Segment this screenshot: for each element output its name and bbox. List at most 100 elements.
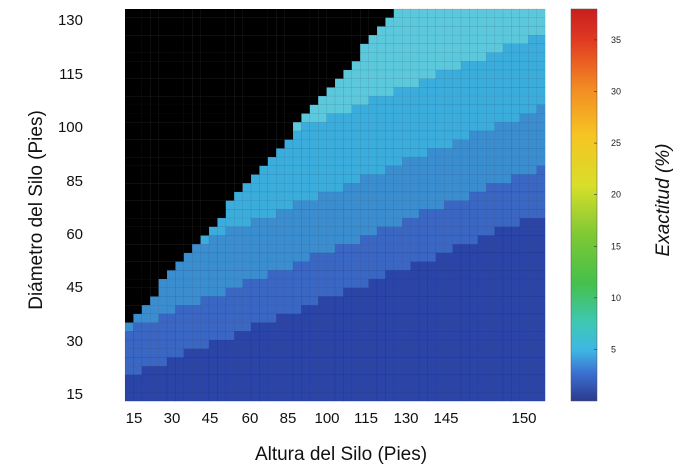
heatmap-cell	[334, 78, 344, 88]
x-tick-labels: 15 30 45 60 85 100 115 130 145 150	[126, 410, 537, 427]
heatmap-cell	[234, 78, 243, 88]
heatmap-cell	[494, 104, 504, 114]
heatmap-cell	[225, 26, 235, 36]
heatmap-cell	[301, 252, 311, 262]
heatmap-cell	[225, 61, 235, 71]
heatmap-cell	[368, 34, 378, 45]
heatmap-cell	[208, 235, 218, 245]
heatmap-cell	[410, 69, 420, 80]
heatmap-cell	[200, 209, 210, 219]
heatmap-cell	[469, 113, 479, 123]
heatmap-cell	[250, 287, 260, 297]
heatmap-cell	[276, 200, 285, 210]
heatmap-cell	[326, 113, 336, 123]
heatmap-cell	[418, 156, 428, 167]
heatmap-cell	[452, 130, 462, 141]
heatmap-cell	[309, 270, 319, 280]
heatmap-cell	[486, 226, 495, 236]
heatmap-cell	[376, 296, 386, 306]
heatmap-cell	[435, 104, 445, 114]
heatmap-cell	[292, 217, 302, 228]
heatmap-cell	[217, 200, 226, 210]
heatmap-cell	[309, 296, 319, 306]
heatmap-cell	[124, 331, 134, 341]
heatmap-cell	[251, 130, 260, 140]
heatmap-cell	[150, 200, 159, 210]
heatmap-cell	[192, 191, 201, 201]
heatmap-cell	[393, 243, 403, 254]
heatmap-cell	[385, 34, 395, 45]
heatmap-cell	[502, 104, 512, 114]
heatmap-cell	[460, 52, 470, 62]
heatmap-cell	[528, 200, 537, 210]
heatmap-cell	[192, 52, 201, 62]
heatmap-cell	[469, 69, 479, 80]
heatmap-cell	[318, 226, 327, 236]
heatmap-cell	[183, 78, 193, 88]
heatmap-cell	[410, 339, 420, 350]
heatmap-cell	[343, 26, 352, 36]
heatmap-cell	[167, 165, 176, 175]
heatmap-cell	[410, 139, 420, 149]
heatmap-cell	[519, 313, 529, 323]
heatmap-cell	[233, 278, 243, 289]
heatmap-cell	[444, 17, 453, 27]
heatmap-cell	[536, 26, 546, 36]
heatmap-cell	[393, 270, 403, 280]
heatmap-cell	[259, 174, 269, 184]
heatmap-cell	[486, 87, 495, 97]
heatmap-cell	[427, 365, 437, 376]
heatmap-cell	[444, 252, 453, 262]
heatmap-cell	[385, 191, 395, 201]
heatmap-cell	[528, 191, 537, 201]
heatmap-cell	[158, 157, 168, 166]
heatmap-cell	[402, 217, 411, 228]
heatmap-cell	[326, 331, 336, 341]
heatmap-cell	[452, 87, 462, 97]
heatmap-cell	[469, 26, 479, 36]
heatmap-cell	[402, 148, 411, 158]
heatmap-cell	[376, 113, 386, 123]
heatmap-cell	[343, 43, 352, 53]
heatmap-cell	[536, 252, 546, 262]
heatmap-cell	[536, 52, 546, 62]
heatmap-cell	[141, 392, 151, 402]
heatmap-cell	[200, 43, 210, 53]
heatmap-cell	[494, 217, 504, 228]
heatmap-cell	[309, 374, 319, 384]
colorbar-title: Exactitud (%)	[653, 144, 674, 257]
heatmap-cell	[183, 61, 193, 71]
heatmap-cell	[393, 78, 403, 88]
heatmap-cell	[158, 200, 168, 210]
heatmap-cell	[486, 34, 495, 45]
heatmap-cell	[376, 34, 386, 45]
heatmap-cell	[225, 365, 235, 376]
heatmap-cell	[528, 322, 537, 332]
x-tick-label: 60	[242, 410, 259, 427]
heatmap-cell	[125, 17, 134, 27]
heatmap-cell	[183, 235, 193, 245]
heatmap-cell	[427, 95, 437, 106]
heatmap-cell	[284, 9, 294, 18]
heatmap-cell	[511, 139, 521, 149]
heatmap-cell	[444, 87, 453, 97]
heatmap-cell	[326, 357, 336, 367]
heatmap-cell	[435, 348, 445, 358]
heatmap-cell	[427, 304, 437, 315]
heatmap-cell	[452, 235, 462, 245]
heatmap-cell	[293, 96, 302, 105]
heatmap-cell	[376, 348, 386, 358]
heatmap-cell	[276, 183, 285, 193]
heatmap-cell	[217, 374, 227, 384]
heatmap-cell	[376, 61, 386, 71]
heatmap-cell	[452, 374, 462, 384]
heatmap-cell	[149, 313, 159, 323]
heatmap-cell	[528, 139, 537, 149]
heatmap-cell	[141, 357, 151, 367]
heatmap-cell	[418, 148, 428, 158]
y-tick-label: 45	[66, 279, 83, 296]
heatmap-cell	[477, 339, 487, 350]
heatmap-cell	[225, 322, 235, 332]
heatmap-cell	[233, 200, 243, 210]
heatmap-cell	[452, 34, 462, 45]
